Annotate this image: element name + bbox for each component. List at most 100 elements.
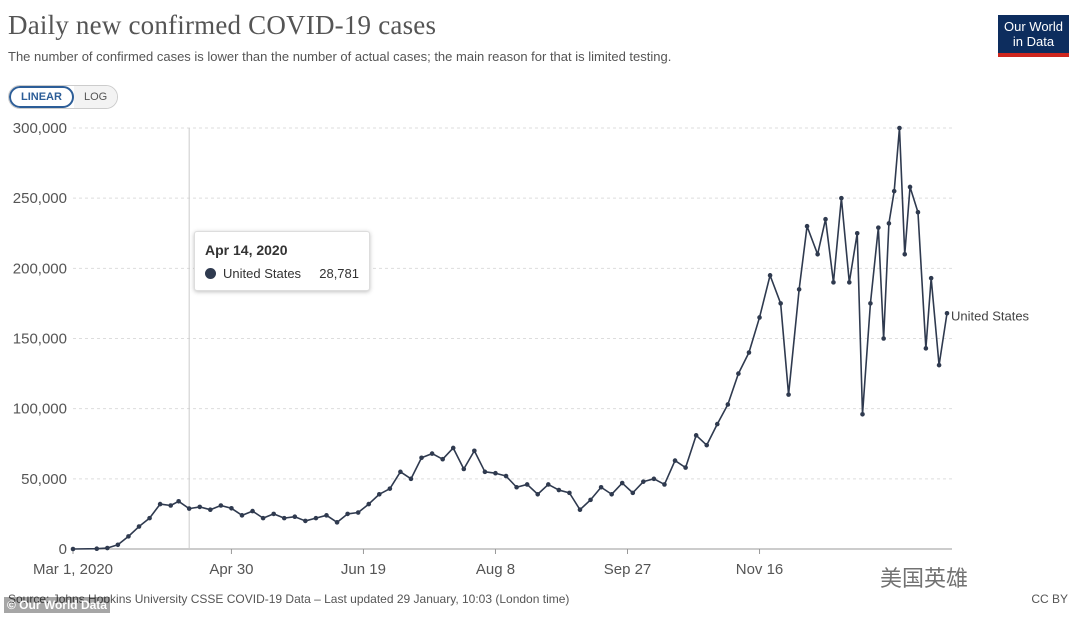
tooltip-row: United States 28,781 <box>205 266 359 281</box>
data-point <box>408 476 414 482</box>
y-tick-label: 50,000 <box>21 471 67 488</box>
data-point <box>429 451 435 456</box>
data-point <box>524 482 530 487</box>
data-point <box>292 514 298 520</box>
x-tick-label: Sep 27 <box>604 561 652 578</box>
data-point <box>157 501 163 507</box>
y-tick-label: 250,000 <box>13 190 67 207</box>
data-point <box>472 448 477 454</box>
series-color-dot <box>205 268 216 279</box>
data-point <box>535 491 541 497</box>
chart-subtitle: The number of confirmed cases is lower t… <box>8 49 672 64</box>
watermark-left: © Our World Data <box>4 597 110 613</box>
data-point <box>324 513 329 518</box>
x-tick-label: Mar 1, 2020 <box>33 561 113 578</box>
data-point <box>482 469 488 475</box>
data-point <box>514 484 519 490</box>
data-point <box>176 498 181 504</box>
data-point <box>725 402 731 407</box>
data-point <box>126 534 131 539</box>
y-tick-label: 100,000 <box>13 401 67 418</box>
data-point <box>493 470 498 476</box>
data-point <box>556 487 562 493</box>
data-point <box>229 506 234 511</box>
hover-tooltip: Apr 14, 2020 United States 28,781 <box>194 231 370 291</box>
data-point <box>136 524 142 529</box>
data-point <box>897 125 902 131</box>
x-tick-label: Jun 19 <box>341 561 386 578</box>
data-point <box>545 482 551 487</box>
data-point <box>355 510 361 515</box>
data-point <box>598 484 604 490</box>
data-point <box>757 315 762 320</box>
data-point <box>503 473 509 479</box>
data-point <box>609 491 614 497</box>
data-point <box>714 421 720 427</box>
log-scale-button[interactable]: LOG <box>73 86 118 108</box>
data-point <box>641 479 646 484</box>
x-tick-label: Nov 16 <box>736 561 784 578</box>
data-point <box>778 301 783 306</box>
data-point <box>786 392 791 397</box>
data-point <box>854 230 860 236</box>
data-point <box>936 362 942 368</box>
x-tick-label: Apr 30 <box>209 561 253 578</box>
data-point <box>208 507 213 513</box>
data-point <box>796 287 802 292</box>
data-point <box>70 546 76 552</box>
data-point <box>839 195 844 201</box>
y-tick-label: 150,000 <box>13 331 67 348</box>
data-point <box>281 515 287 521</box>
data-point <box>902 252 908 257</box>
logo-line-2: in Data <box>1012 34 1055 49</box>
data-point <box>577 507 583 513</box>
data-point <box>440 456 445 462</box>
data-point <box>891 188 897 194</box>
data-point <box>419 455 424 461</box>
series-line-united-states <box>72 127 948 550</box>
data-point <box>105 545 110 551</box>
data-point <box>767 273 773 278</box>
data-point <box>736 371 741 376</box>
linear-scale-button[interactable]: LINEAR <box>9 86 74 108</box>
data-point <box>260 515 266 521</box>
tooltip-value: 28,781 <box>319 266 359 281</box>
data-point <box>923 346 929 351</box>
data-point <box>366 501 372 507</box>
data-point <box>313 515 319 521</box>
y-tick-label: 0 <box>59 541 67 558</box>
data-point <box>944 310 950 316</box>
data-point <box>588 497 593 503</box>
data-point <box>630 490 636 496</box>
scale-toggle: LINEAR LOG <box>8 85 119 109</box>
data-point <box>197 504 203 510</box>
data-point <box>567 490 572 496</box>
data-point <box>250 508 255 514</box>
chart-title: Daily new confirmed COVID-19 cases <box>8 10 437 40</box>
data-point <box>168 503 173 508</box>
data-point <box>847 280 852 285</box>
data-point <box>218 503 224 508</box>
data-point <box>94 546 100 552</box>
tooltip-date: Apr 14, 2020 <box>205 242 288 258</box>
tooltip-series: United States <box>223 266 302 281</box>
data-point <box>746 350 752 355</box>
data-point <box>239 513 245 518</box>
data-point <box>672 458 678 463</box>
data-point <box>398 469 403 475</box>
source-note: Source: Johns Hopkins University CSSE CO… <box>8 592 570 606</box>
data-point <box>868 301 873 306</box>
y-tick-label: 300,000 <box>13 120 67 137</box>
data-point <box>147 515 152 521</box>
license-link[interactable]: CC BY <box>1031 592 1068 606</box>
data-point <box>662 482 667 487</box>
data-point <box>860 411 865 417</box>
y-tick-label: 200,000 <box>13 260 67 277</box>
data-point <box>915 209 921 215</box>
data-point <box>804 223 810 229</box>
data-point <box>881 336 886 341</box>
watermark-right: 美国英雄 <box>880 567 969 592</box>
data-point <box>683 465 688 470</box>
owid-logo[interactable]: Our World in Data <box>998 15 1069 57</box>
